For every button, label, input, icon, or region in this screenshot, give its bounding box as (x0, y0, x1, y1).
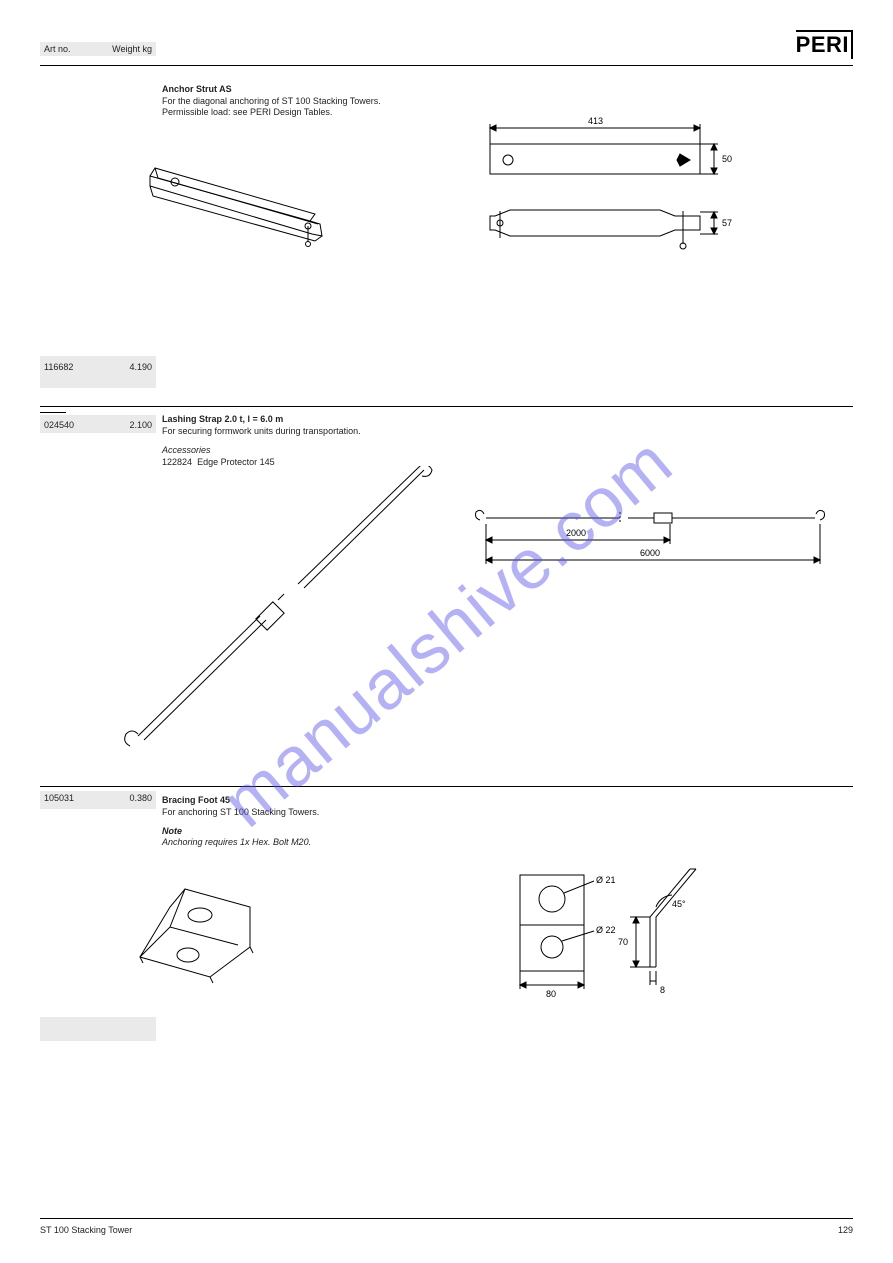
product-bracing-foot: 105031 0.380 Bracing Foot 45 For anchori… (40, 787, 853, 1087)
p3-note: Anchoring requires 1x Hex. Bolt M20. (162, 837, 311, 847)
product-anchor-strut: Anchor Strut AS For the diagonal anchori… (40, 66, 853, 386)
p3-iso-drawing (110, 867, 280, 1007)
p1-dim-len: 413 (588, 116, 603, 126)
p1-dim-h1: 50 (722, 154, 732, 164)
col-weight-label: Weight kg (98, 42, 156, 56)
p1-weight: 4.190 (98, 362, 156, 372)
p2-dim-long: 6000 (640, 548, 660, 558)
footer-title: ST 100 Stacking Tower (40, 1225, 132, 1235)
p2-item-no: 024540 (40, 420, 98, 430)
p2-name: Lashing Strap 2.0 t, l = 6.0 m (162, 414, 466, 426)
p3-item-no: 105031 (40, 793, 98, 803)
p1-dim-drawing: 413 50 57 (470, 116, 770, 276)
p2-desc: For securing formwork units during trans… (162, 426, 466, 438)
p3-note-label: Note (162, 826, 182, 836)
page-footer: ST 100 Stacking Tower 129 (40, 1218, 853, 1235)
p3-dim-d21: Ø 21 (596, 875, 616, 885)
product-lashing-strap: 024540 2.100 Lashing Strap 2.0 t, l = 6.… (40, 406, 853, 786)
p3-dim-ang: 45° (672, 899, 686, 909)
p3-weight: 0.380 (98, 793, 156, 803)
col-item-label: Art no. (40, 42, 98, 56)
p2-acc-label: Accessories (162, 445, 466, 457)
page-header: Art no.Weight kg PERI (40, 40, 853, 66)
p1-dim-h2: 57 (722, 218, 732, 228)
p3-desc: For anchoring ST 100 Stacking Towers. (162, 807, 466, 819)
p3-dim-drawing: Ø 21 Ø 22 80 70 8 45° (500, 857, 760, 1017)
p1-name: Anchor Strut AS (162, 84, 406, 96)
p3-dim-w: 80 (546, 989, 556, 999)
p1-desc: For the diagonal anchoring of ST 100 Sta… (162, 96, 406, 119)
p2-iso-drawing (90, 466, 450, 766)
p2-dim-short: 2000 (566, 528, 586, 538)
p3-name: Bracing Foot 45 (162, 795, 466, 807)
p3-dim-t: 8 (660, 985, 665, 995)
p3-dim-h: 70 (618, 937, 628, 947)
footer-page-no: 129 (838, 1225, 853, 1235)
peri-logo: PERI (796, 30, 853, 59)
p2-weight: 2.100 (98, 420, 156, 430)
p1-iso-drawing (120, 126, 380, 286)
p1-item-no: 116682 (40, 362, 98, 372)
p2-dim-drawing: 2000 6000 (470, 506, 840, 586)
p3-dim-d22: Ø 22 (596, 925, 616, 935)
logo-text: PERI (796, 30, 853, 59)
header-columns: Art no.Weight kg (40, 42, 156, 56)
